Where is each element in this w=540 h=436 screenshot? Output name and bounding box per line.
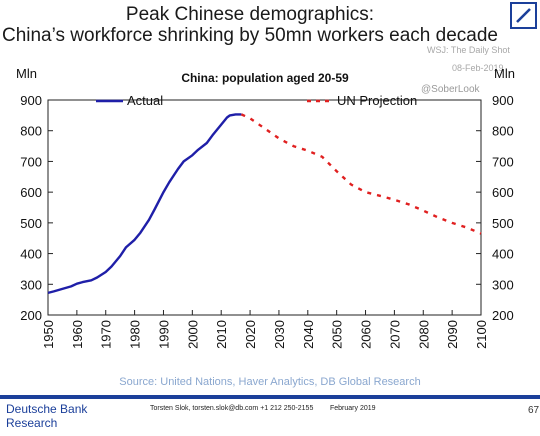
chart-title: China: population aged 20-59 <box>181 71 349 85</box>
x-axis: 1950 1960 1970 1980 1990 2000 2010 2020 2030 2040… <box>41 310 489 349</box>
x-tick-label: 2090 <box>445 320 460 349</box>
x-tick-label: 2080 <box>416 320 431 349</box>
x-tick-label: 2020 <box>243 320 258 349</box>
logo-slash-icon <box>516 8 531 23</box>
y-unit-right: Mln <box>494 66 515 81</box>
footer-brand: Deutsche Bank Research <box>6 402 87 430</box>
series-line-un-projection <box>240 113 482 235</box>
y-tick-label-right: 800 <box>492 124 514 139</box>
page-title-line1: Peak Chinese demographics: <box>125 4 375 25</box>
legend-label-actual: Actual <box>127 93 163 108</box>
legend: Actual UN Projection <box>96 93 417 108</box>
y-axis-right: 200 300 400 500 600 700 800 900 <box>476 93 514 323</box>
y-tick-label-right: 200 <box>492 308 514 323</box>
x-tick-label: 1970 <box>99 320 114 349</box>
y-tick-label-left: 600 <box>20 185 42 200</box>
watermark-source: WSJ: The Daily Shot <box>427 45 510 55</box>
footer-brand-line1: Deutsche Bank <box>6 402 88 416</box>
y-tick-label-right: 400 <box>492 247 514 262</box>
footer-brand-line2: Research <box>6 416 58 430</box>
y-tick-label-left: 200 <box>20 308 42 323</box>
x-tick-label: 2060 <box>359 320 374 349</box>
y-tick-label-left: 800 <box>20 124 42 139</box>
y-tick-label-right: 700 <box>492 154 514 169</box>
source-note: Source: United Nations, Haver Analytics,… <box>119 376 421 388</box>
series-group <box>47 113 482 295</box>
x-tick-label: 2010 <box>214 320 229 349</box>
x-tick-label: 2100 <box>474 320 489 349</box>
y-tick-label-left: 500 <box>20 216 42 231</box>
y-axis-left: 200 300 400 500 600 700 800 900 <box>20 93 53 323</box>
y-tick-label-left: 400 <box>20 247 42 262</box>
footer-date: February 2019 <box>330 405 376 412</box>
plot-frame <box>47 99 482 316</box>
legend-label-projection: UN Projection <box>337 93 417 108</box>
deutsche-bank-logo <box>510 2 537 29</box>
watermark-handle: @SoberLook <box>421 84 480 95</box>
y-tick-label-left: 700 <box>20 154 42 169</box>
watermark-date: 08-Feb-2019 <box>452 63 504 73</box>
x-tick-label: 1980 <box>128 320 143 349</box>
y-tick-label-left: 300 <box>20 277 42 292</box>
x-tick-label: 2050 <box>330 320 345 349</box>
page-number: 67 <box>528 405 540 416</box>
x-tick-label: 1990 <box>156 320 171 349</box>
x-tick-label: 2030 <box>272 320 287 349</box>
x-tick-label: 2000 <box>185 320 200 349</box>
x-tick-label: 2070 <box>387 320 402 349</box>
y-tick-label-right: 600 <box>492 185 514 200</box>
series-line-actual <box>47 113 242 295</box>
y-tick-label-left: 900 <box>20 93 42 108</box>
page-title-line2: China’s workforce shrinking by 50mn work… <box>1 25 498 46</box>
line-chart: China: population aged 20-59 200 300 400 50… <box>20 71 514 349</box>
y-tick-label-right: 500 <box>492 216 514 231</box>
x-tick-label: 1950 <box>41 320 56 349</box>
y-unit-left: Mln <box>16 66 37 81</box>
footer-rule <box>0 395 540 399</box>
x-tick-label: 1960 <box>70 320 85 349</box>
y-tick-label-right: 300 <box>492 277 514 292</box>
x-tick-label: 2040 <box>301 320 316 349</box>
footer-contact: Torsten Slok, torsten.slok@db.com +1 212… <box>150 405 314 412</box>
y-tick-label-right: 900 <box>492 93 514 108</box>
